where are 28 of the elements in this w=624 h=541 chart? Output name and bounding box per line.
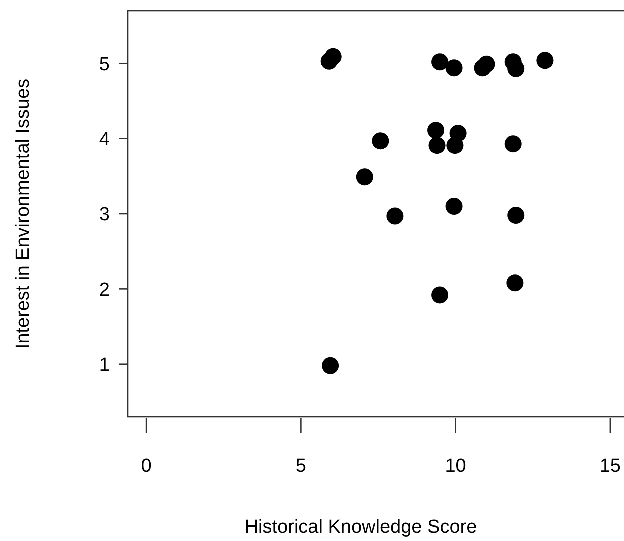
point bbox=[432, 286, 449, 304]
x-axis-title: Historical Knowledge Score bbox=[244, 517, 478, 538]
y-tick-label: 3 bbox=[99, 204, 110, 226]
point bbox=[432, 54, 449, 71]
point bbox=[428, 122, 445, 140]
y-axis-title: Interest in Environmental Issues bbox=[13, 78, 34, 350]
y-tick-label: 1 bbox=[99, 355, 110, 376]
y-tick-label: 2 bbox=[99, 280, 110, 301]
point bbox=[504, 136, 522, 153]
point bbox=[506, 274, 524, 292]
point bbox=[446, 198, 463, 215]
x-tick-label: 0 bbox=[141, 456, 152, 477]
x-tick-label: 15 bbox=[600, 456, 622, 477]
point bbox=[446, 137, 464, 154]
y-tick-label: 4 bbox=[99, 129, 110, 150]
x-tick-label: 10 bbox=[445, 456, 466, 477]
point bbox=[446, 60, 463, 77]
point bbox=[508, 207, 525, 224]
point bbox=[356, 168, 374, 186]
x-tick-label: 5 bbox=[296, 456, 306, 477]
point bbox=[536, 52, 554, 70]
point bbox=[324, 48, 342, 66]
point bbox=[322, 357, 340, 374]
point bbox=[478, 56, 496, 73]
point bbox=[428, 137, 446, 154]
point bbox=[386, 208, 404, 225]
point bbox=[372, 132, 390, 150]
y-tick-label: 5 bbox=[99, 54, 110, 76]
